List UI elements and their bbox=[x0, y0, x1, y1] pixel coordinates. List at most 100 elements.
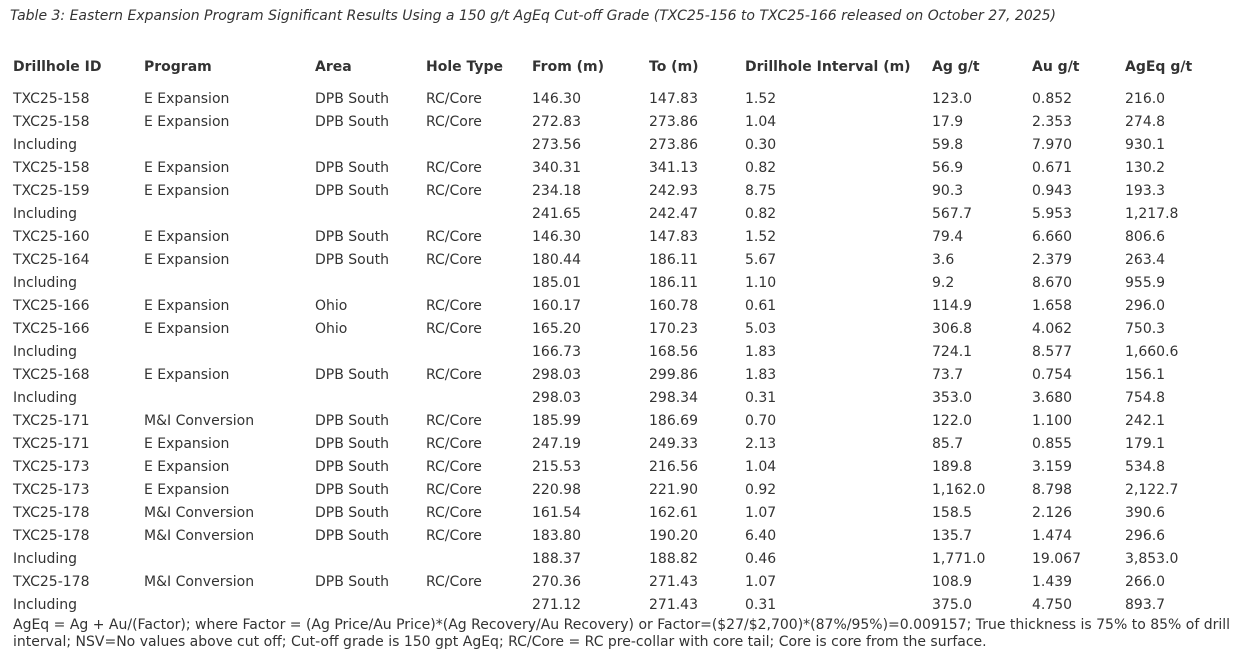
cell-interval: 1.07 bbox=[745, 574, 777, 590]
cell-hole-type: RC/Core bbox=[426, 298, 482, 314]
cell-program: M&I Conversion bbox=[144, 413, 255, 429]
cell-from: 146.30 bbox=[532, 229, 581, 245]
cell-au: 1.474 bbox=[1032, 528, 1073, 544]
table-row: TXC25-158 E Expansion DPB South RC/Core 272.… bbox=[9, 111, 1245, 134]
cell-hole-type bbox=[422, 594, 528, 617]
cell-hole-type: RC/Core bbox=[426, 459, 482, 475]
cell-ag: 158.5 bbox=[932, 505, 973, 521]
cell-from: 272.83 bbox=[532, 114, 581, 130]
cell-program: E Expansion bbox=[144, 459, 230, 475]
cell-area bbox=[311, 134, 422, 157]
cell-from: 166.73 bbox=[532, 344, 581, 360]
cell-from: 270.36 bbox=[532, 574, 581, 590]
cell-to: 147.83 bbox=[649, 229, 698, 245]
cell-ag: 73.7 bbox=[932, 367, 964, 383]
cell-to: 299.86 bbox=[649, 367, 698, 383]
table-row: TXC25-159 E Expansion DPB South RC/Core 234.… bbox=[9, 180, 1245, 203]
cell-ageq: 263.4 bbox=[1125, 252, 1166, 268]
cell-ag: 135.7 bbox=[932, 528, 973, 544]
cell-au: 0.943 bbox=[1032, 183, 1073, 199]
cell-drillhole-id: TXC25-166 bbox=[13, 298, 90, 314]
header-program: Program bbox=[144, 58, 212, 75]
cell-au: 0.671 bbox=[1032, 160, 1073, 176]
cell-program bbox=[140, 387, 311, 410]
cell-ageq: 266.0 bbox=[1125, 574, 1166, 590]
cell-to: 271.43 bbox=[649, 574, 698, 590]
cell-hole-type: RC/Core bbox=[426, 436, 482, 452]
cell-hole-type: RC/Core bbox=[426, 367, 482, 383]
cell-au: 8.670 bbox=[1032, 275, 1073, 291]
cell-program bbox=[140, 594, 311, 617]
cell-ag: 114.9 bbox=[932, 298, 973, 314]
cell-hole-type: RC/Core bbox=[426, 505, 482, 521]
header-to: To (m) bbox=[649, 58, 699, 75]
cell-ag: 353.0 bbox=[932, 390, 973, 406]
cell-interval: 0.70 bbox=[745, 413, 777, 429]
cell-program: M&I Conversion bbox=[144, 505, 255, 521]
cell-area: Ohio bbox=[315, 298, 348, 314]
cell-ageq: 750.3 bbox=[1125, 321, 1166, 337]
table-row: Including 298.03 298.34 0.31 353.0 3.680 754.8 bbox=[9, 387, 1245, 410]
cell-interval: 0.82 bbox=[745, 160, 777, 176]
cell-drillhole-id: TXC25-178 bbox=[13, 528, 90, 544]
cell-interval: 0.30 bbox=[745, 137, 777, 153]
cell-drillhole-id: Including bbox=[13, 206, 77, 222]
table-footnote: AgEq = Ag + Au/(Factor); where Factor = … bbox=[13, 617, 1231, 650]
cell-to: 160.78 bbox=[649, 298, 698, 314]
cell-ageq: 754.8 bbox=[1125, 390, 1166, 406]
cell-program: E Expansion bbox=[144, 252, 230, 268]
cell-ag: 59.8 bbox=[932, 137, 964, 153]
table-row: TXC25-158 E Expansion DPB South RC/Core 340.… bbox=[9, 157, 1245, 180]
table-row: Including 166.73 168.56 1.83 724.1 8.577 1,660… bbox=[9, 341, 1245, 364]
cell-area: DPB South bbox=[315, 114, 389, 130]
cell-from: 273.56 bbox=[532, 137, 581, 153]
cell-hole-type bbox=[422, 272, 528, 295]
cell-to: 162.61 bbox=[649, 505, 698, 521]
cell-interval: 6.40 bbox=[745, 528, 777, 544]
cell-program: M&I Conversion bbox=[144, 574, 255, 590]
cell-drillhole-id: Including bbox=[13, 551, 77, 567]
cell-from: 215.53 bbox=[532, 459, 581, 475]
header-area: Area bbox=[315, 58, 352, 75]
cell-au: 1.100 bbox=[1032, 413, 1073, 429]
table-row: TXC25-171 M&I Conversion DPB South RC/Core 1… bbox=[9, 410, 1245, 433]
cell-au: 2.353 bbox=[1032, 114, 1073, 130]
cell-interval: 1.04 bbox=[745, 459, 777, 475]
cell-program bbox=[140, 203, 311, 226]
cell-to: 168.56 bbox=[649, 344, 698, 360]
cell-to: 273.86 bbox=[649, 137, 698, 153]
cell-to: 216.56 bbox=[649, 459, 698, 475]
header-drillhole-id: Drillhole ID bbox=[13, 58, 102, 75]
cell-area: DPB South bbox=[315, 183, 389, 199]
cell-ag: 123.0 bbox=[932, 91, 973, 107]
cell-from: 247.19 bbox=[532, 436, 581, 452]
cell-ageq: 893.7 bbox=[1125, 597, 1166, 613]
cell-area: DPB South bbox=[315, 436, 389, 452]
cell-au: 3.680 bbox=[1032, 390, 1073, 406]
cell-area: DPB South bbox=[315, 252, 389, 268]
cell-drillhole-id: TXC25-171 bbox=[13, 413, 90, 429]
cell-interval: 1.07 bbox=[745, 505, 777, 521]
header-interval: Drillhole Interval (m) bbox=[745, 58, 911, 75]
cell-to: 186.11 bbox=[649, 275, 698, 291]
cell-program: E Expansion bbox=[144, 436, 230, 452]
cell-hole-type: RC/Core bbox=[426, 114, 482, 130]
cell-drillhole-id: TXC25-166 bbox=[13, 321, 90, 337]
cell-interval: 1.10 bbox=[745, 275, 777, 291]
cell-area: DPB South bbox=[315, 528, 389, 544]
cell-drillhole-id: TXC25-178 bbox=[13, 574, 90, 590]
cell-ag: 85.7 bbox=[932, 436, 964, 452]
cell-au: 8.577 bbox=[1032, 344, 1073, 360]
table-row: TXC25-160 E Expansion DPB South RC/Core 146.… bbox=[9, 226, 1245, 249]
cell-au: 2.126 bbox=[1032, 505, 1073, 521]
cell-area: DPB South bbox=[315, 91, 389, 107]
cell-au: 5.953 bbox=[1032, 206, 1073, 222]
cell-ageq: 130.2 bbox=[1125, 160, 1166, 176]
cell-interval: 0.61 bbox=[745, 298, 777, 314]
table-row: TXC25-171 E Expansion DPB South RC/Core 247.… bbox=[9, 433, 1245, 456]
cell-from: 241.65 bbox=[532, 206, 581, 222]
table-row: TXC25-158 E Expansion DPB South RC/Core 146.… bbox=[9, 88, 1245, 111]
cell-ag: 90.3 bbox=[932, 183, 964, 199]
cell-area: DPB South bbox=[315, 574, 389, 590]
cell-ageq: 296.0 bbox=[1125, 298, 1166, 314]
